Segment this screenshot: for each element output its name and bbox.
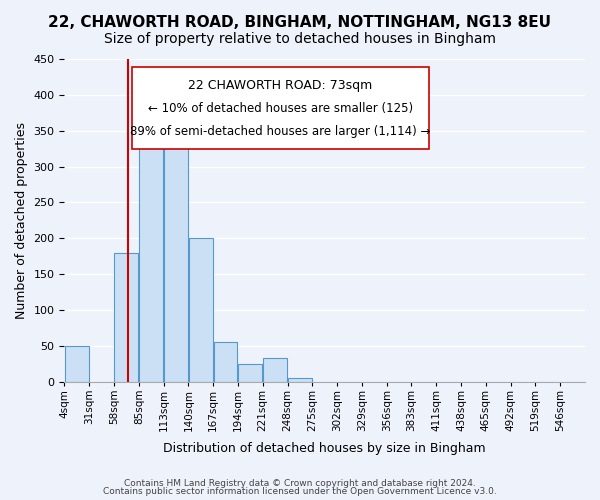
Bar [189,238,212,382]
Text: Contains public sector information licensed under the Open Government Licence v3: Contains public sector information licen… [103,487,497,496]
Y-axis label: Number of detached properties: Number of detached properties [15,122,28,319]
Bar [139,120,163,382]
Bar [164,138,188,382]
Bar [115,252,139,382]
Text: ← 10% of detached houses are smaller (125): ← 10% of detached houses are smaller (12… [148,102,413,114]
FancyBboxPatch shape [132,67,429,150]
Text: 22 CHAWORTH ROAD: 73sqm: 22 CHAWORTH ROAD: 73sqm [188,78,373,92]
Bar [288,378,312,382]
Text: 89% of semi-detached houses are larger (1,114) →: 89% of semi-detached houses are larger (… [130,125,431,138]
Text: Contains HM Land Registry data © Crown copyright and database right 2024.: Contains HM Land Registry data © Crown c… [124,478,476,488]
Bar [263,358,287,382]
Text: Size of property relative to detached houses in Bingham: Size of property relative to detached ho… [104,32,496,46]
Bar [238,364,262,382]
Bar [65,346,89,382]
Bar [214,342,238,382]
Text: 22, CHAWORTH ROAD, BINGHAM, NOTTINGHAM, NG13 8EU: 22, CHAWORTH ROAD, BINGHAM, NOTTINGHAM, … [49,15,551,30]
X-axis label: Distribution of detached houses by size in Bingham: Distribution of detached houses by size … [163,442,486,455]
